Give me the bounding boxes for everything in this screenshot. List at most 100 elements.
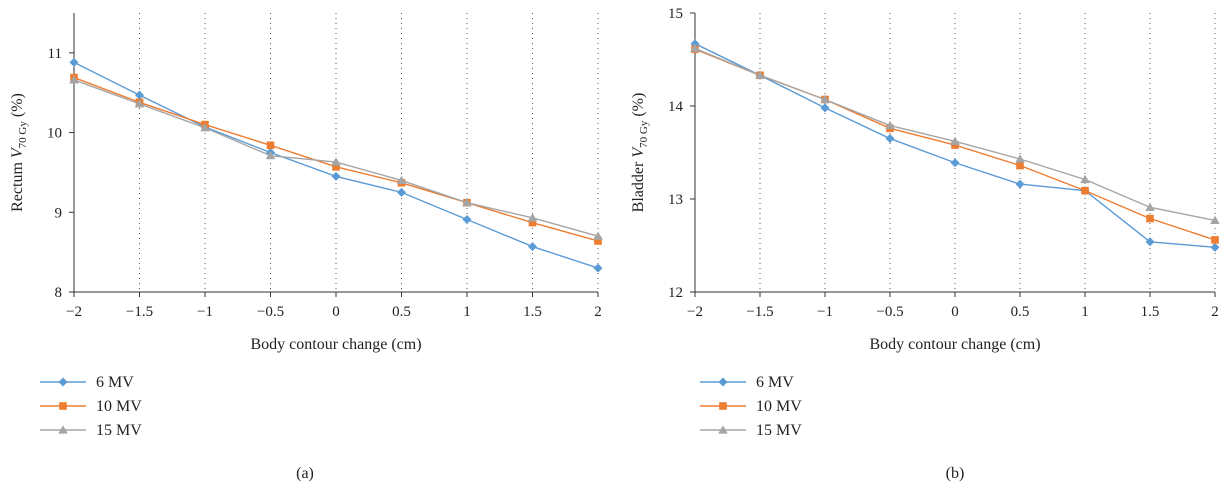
chart-b-data-point: [951, 141, 959, 149]
chart-a-data-point: [594, 237, 602, 245]
chart-b-data-point: [1211, 236, 1219, 244]
chart-b-data-point: [690, 43, 700, 52]
chart-b-data-point: [1015, 154, 1025, 163]
chart-a-data-point: [528, 218, 537, 227]
chart-a-data-point: [528, 242, 537, 252]
chart-b-data-point: [1145, 202, 1155, 211]
chart-b-data-point: [1081, 186, 1089, 195]
chart-a-data-point: [265, 150, 276, 160]
chart-a-data-point: [462, 214, 472, 224]
chart-a-data-point: [397, 187, 406, 197]
chart-b-x-tick-label: −0.5: [876, 304, 903, 320]
chart-b-x-tick-label: −2: [687, 304, 703, 320]
chart-b-data-point: [1145, 237, 1155, 247]
chart-b-x-tick-label: 1: [1081, 304, 1089, 320]
chart-a-data-point: [135, 90, 144, 100]
chart-a-x-tick-label: 1.5: [523, 304, 542, 320]
chart-b-legend-label: 6 MV: [756, 374, 794, 391]
chart-a-legend: 6 MV 10 MV 15 MV: [40, 374, 142, 439]
chart-a-y-axis-label: Rectum V70 Gy (%): [9, 93, 29, 212]
chart-a-x-tick-label: −1: [197, 304, 213, 320]
chart-b-legend-marker: [718, 425, 728, 434]
chart-b-legend-marker: [718, 377, 728, 387]
chart-b-legend-label: 10 MV: [756, 398, 802, 415]
chart-a-x-tick-label: 2: [594, 304, 602, 320]
chart-b-data-point: [820, 94, 830, 104]
chart-a-data-point: [331, 171, 341, 181]
chart-b-data-point: [820, 103, 830, 113]
chart-a-y-tick-label: 8: [55, 285, 63, 301]
chart-a-legend-label: 10 MV: [96, 398, 142, 415]
chart-a-y-tick-label: 10: [47, 126, 62, 142]
chart-b-data-point: [950, 136, 960, 145]
chart-a-x-tick-label: 0: [332, 304, 340, 320]
chart-a-x-tick-label: 1: [463, 304, 471, 320]
chart-b-legend-marker: [719, 402, 727, 410]
chart-a-data-point: [527, 213, 538, 222]
chart-b: −2 −1.5 −1 −0.5 0 0.5 1 1.5 2 12 13 14 15 Body contou…: [630, 6, 1220, 482]
chart-a-legend-marker: [59, 402, 67, 410]
chart-a-data-point: [69, 75, 79, 84]
chart-a-y-axis-label-suffix: (%): [9, 93, 26, 121]
chart-b-y-tick-label: 12: [668, 285, 683, 301]
chart-b-y-axis-label-sub: 70 Gy: [638, 120, 650, 148]
chart-b-x-tick-label: 0: [951, 304, 959, 320]
chart-a-data-point: [200, 122, 210, 132]
chart-a-x-tick-label: −1.5: [126, 304, 153, 320]
chart-a-legend-label: 15 MV: [96, 422, 142, 439]
chart-b-y-axis-label-prefix: Bladder: [630, 158, 647, 213]
chart-a-data-point: [266, 141, 275, 150]
chart-a-legend-label: 6 MV: [96, 374, 134, 391]
chart-b-y-tick-label: 15: [668, 6, 683, 22]
chart-b-data-point: [885, 120, 895, 130]
chart-a-data-point: [331, 157, 341, 166]
chart-a-panel-label: (a): [296, 465, 314, 482]
chart-b-data-point: [755, 70, 765, 79]
chart-a-y-axis-label-prefix: Rectum: [9, 158, 26, 212]
chart-b-x-axis-label: Body contour change (cm): [869, 336, 1040, 353]
chart-a-y-tick-label: 9: [55, 205, 63, 221]
chart-b-x-tick-label: −1: [817, 304, 833, 320]
chart-a-x-tick-label: −2: [66, 304, 82, 320]
chart-b-y-axis-label-suffix: (%): [630, 93, 647, 121]
chart-a-data-point: [462, 197, 472, 207]
chart-a-x-tick-label: 0.5: [392, 304, 411, 320]
chart-b-y-tick-label: 13: [668, 192, 683, 208]
chart-a: −2 −1.5 −1 −0.5 0 0.5 1 1.5 2 8 9 10 11 Body contour …: [9, 13, 603, 482]
chart-a-data-point: [396, 175, 407, 184]
chart-a-data-point: [332, 163, 340, 171]
chart-b-legend-label: 15 MV: [756, 422, 802, 439]
chart-b-series-line: [694, 47, 1216, 222]
chart-b-data-point: [950, 158, 960, 168]
chart-b-data-point: [885, 134, 895, 144]
chart-a-data-point: [593, 231, 603, 240]
chart-b-x-tick-label: 0.5: [1011, 304, 1030, 320]
chart-b-series-15mv: [690, 43, 1220, 224]
chart-b-x-tick-label: 2: [1211, 304, 1219, 320]
chart-a-data-point: [134, 99, 145, 108]
chart-a-legend-marker: [58, 377, 68, 387]
chart-b-y-tick-label: 14: [668, 99, 684, 115]
chart-b-legend: 6 MV 10 MV 15 MV: [700, 374, 802, 439]
chart-b-panel-label: (b): [946, 465, 965, 482]
chart-a-data-point: [69, 57, 79, 67]
chart-a-y-axis-label-sub: 70 Gy: [17, 121, 29, 149]
chart-a-series-15mv: [69, 75, 603, 240]
chart-b-x-tick-label: 1.5: [1141, 304, 1160, 320]
chart-b-data-point: [1146, 214, 1154, 223]
chart-a-x-axis-label: Body contour change (cm): [250, 336, 421, 353]
chart-a-y-tick-label: 11: [48, 46, 62, 62]
chart-b-data-point: [1080, 174, 1090, 184]
chart-b-data-point: [1016, 161, 1024, 170]
chart-a-legend-marker: [58, 425, 68, 434]
chart-a-data-point: [593, 263, 603, 273]
chart-a-x-tick-label: −0.5: [257, 304, 284, 320]
chart-b-data-point: [1015, 179, 1025, 189]
chart-b-data-point: [1210, 215, 1220, 224]
chart-b-data-point: [1210, 242, 1220, 252]
chart-b-y-axis-label: Bladder V70 Gy (%): [630, 93, 650, 213]
chart-b-y-axis-label-var: V: [630, 146, 647, 158]
chart-b-x-tick-label: −1.5: [746, 304, 773, 320]
chart-a-y-axis-label-var: V: [9, 146, 26, 158]
